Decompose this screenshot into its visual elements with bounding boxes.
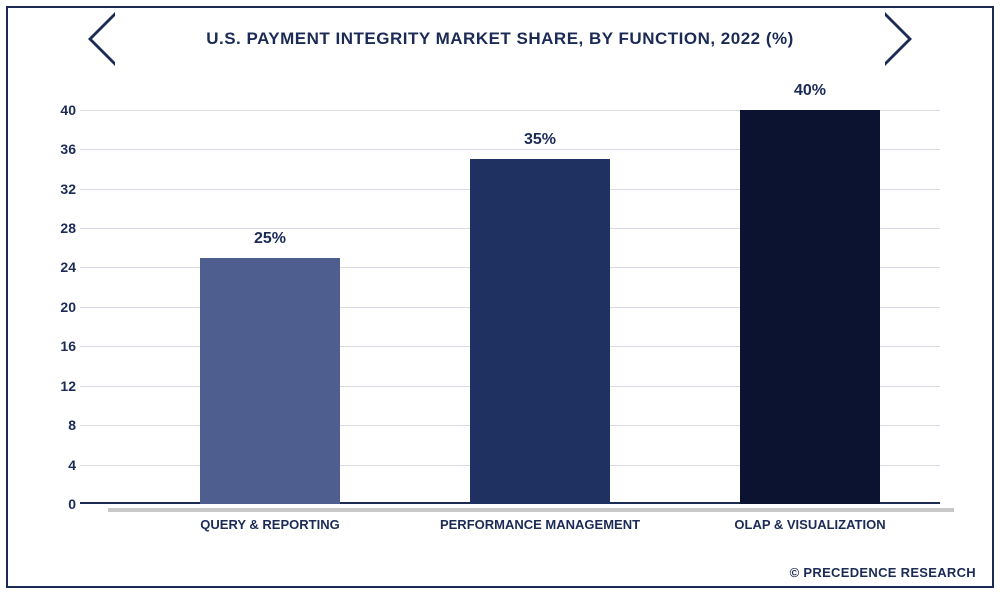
x-axis-label: OLAP & VISUALIZATION [700, 516, 920, 534]
bar [740, 110, 880, 504]
y-tick-label: 4 [36, 457, 76, 473]
y-tick-label: 36 [36, 141, 76, 157]
bar [470, 159, 610, 504]
bar-value-label: 40% [740, 82, 880, 100]
x-axis-label: QUERY & REPORTING [160, 516, 380, 534]
baseline-shadow [108, 508, 954, 512]
y-tick-label: 0 [36, 496, 76, 512]
bar-value-label: 35% [470, 131, 610, 149]
title-ribbon: U.S. PAYMENT INTEGRITY MARKET SHARE, BY … [130, 18, 870, 60]
y-tick-label: 40 [36, 102, 76, 118]
chart-plot-area: 0481216202428323640 25%QUERY & REPORTING… [80, 90, 940, 504]
y-tick-label: 32 [36, 181, 76, 197]
y-tick-label: 8 [36, 417, 76, 433]
bar-group: 40%OLAP & VISUALIZATION [740, 110, 880, 504]
bar-group: 35%PERFORMANCE MANAGEMENT [470, 159, 610, 504]
y-tick-label: 24 [36, 259, 76, 275]
y-tick-label: 12 [36, 378, 76, 394]
y-tick-label: 16 [36, 338, 76, 354]
bar [200, 258, 340, 504]
x-axis-label: PERFORMANCE MANAGEMENT [430, 516, 650, 534]
y-tick-label: 28 [36, 220, 76, 236]
y-axis: 0481216202428323640 [36, 90, 76, 504]
bar-value-label: 25% [200, 230, 340, 248]
chart-title: U.S. PAYMENT INTEGRITY MARKET SHARE, BY … [206, 29, 794, 49]
credit-text: © PRECEDENCE RESEARCH [790, 565, 976, 580]
y-tick-label: 20 [36, 299, 76, 315]
bar-group: 25%QUERY & REPORTING [200, 258, 340, 504]
